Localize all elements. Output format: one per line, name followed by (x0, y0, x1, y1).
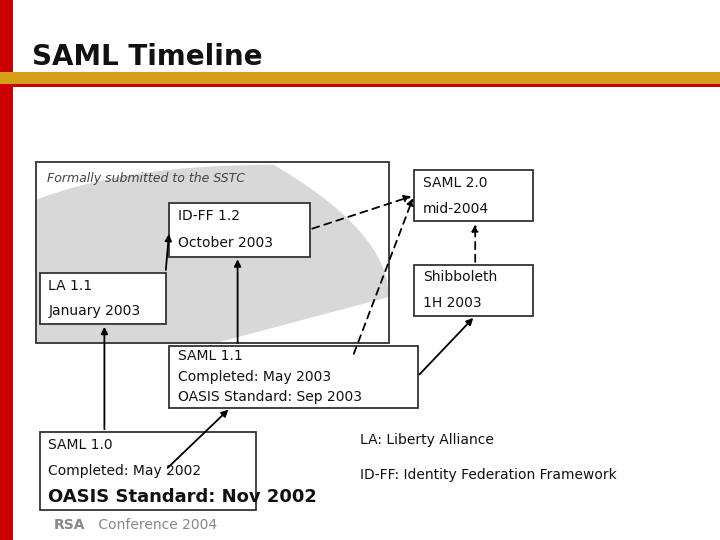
Bar (0, 72, 720, 84)
Text: SAML Timeline: SAML Timeline (32, 43, 263, 71)
Bar (169, 346, 418, 408)
Bar (414, 265, 533, 316)
Text: RSA: RSA (54, 518, 86, 532)
Text: October 2003: October 2003 (178, 236, 273, 250)
PathPatch shape (36, 165, 389, 343)
Text: SAML 1.1: SAML 1.1 (178, 349, 243, 363)
FancyArrowPatch shape (168, 411, 227, 468)
FancyArrowPatch shape (472, 226, 478, 262)
Text: Completed: May 2003: Completed: May 2003 (178, 370, 331, 383)
Text: Completed: May 2002: Completed: May 2002 (48, 464, 202, 478)
FancyArrowPatch shape (420, 319, 472, 374)
FancyArrowPatch shape (102, 329, 107, 429)
FancyArrowPatch shape (312, 196, 410, 228)
Text: LA: Liberty Alliance: LA: Liberty Alliance (360, 433, 494, 447)
FancyArrowPatch shape (235, 261, 240, 343)
Text: Formally submitted to the SSTC: Formally submitted to the SSTC (47, 172, 245, 185)
Bar (40, 273, 166, 324)
Bar (0, 0, 13, 540)
Bar (169, 202, 310, 256)
Text: January 2003: January 2003 (48, 304, 140, 318)
Text: Conference 2004: Conference 2004 (94, 518, 217, 532)
Text: ID-FF: Identity Federation Framework: ID-FF: Identity Federation Framework (360, 468, 617, 482)
Bar (0, 84, 720, 87)
Text: OASIS Standard: Sep 2003: OASIS Standard: Sep 2003 (178, 390, 362, 404)
Bar (40, 432, 256, 510)
Bar (414, 170, 533, 221)
FancyArrowPatch shape (166, 236, 171, 270)
Text: Shibboleth: Shibboleth (423, 271, 497, 285)
FancyArrowPatch shape (354, 200, 413, 354)
Text: ID-FF 1.2: ID-FF 1.2 (178, 209, 240, 223)
Text: 1H 2003: 1H 2003 (423, 296, 481, 310)
Text: mid-2004: mid-2004 (423, 201, 489, 215)
Text: OASIS Standard: Nov 2002: OASIS Standard: Nov 2002 (48, 488, 317, 507)
Text: SAML 1.0: SAML 1.0 (48, 438, 113, 452)
Text: SAML 2.0: SAML 2.0 (423, 176, 487, 190)
Text: LA 1.1: LA 1.1 (48, 279, 92, 293)
